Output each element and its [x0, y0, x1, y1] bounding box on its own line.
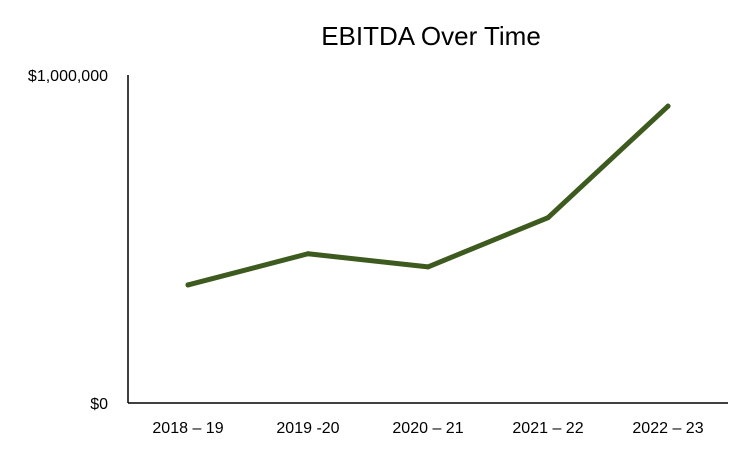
y-tick-label: $0	[90, 396, 108, 413]
series-group	[185, 103, 671, 288]
data-point	[305, 251, 311, 257]
y-tick-labels: $0 $1,000,000	[28, 68, 108, 413]
x-tick-label: 2022 – 23	[632, 420, 703, 437]
data-point	[665, 103, 671, 109]
chart-title: EBITDA Over Time	[321, 21, 541, 51]
x-tick-label: 2019 -20	[276, 420, 339, 437]
series-line	[185, 103, 671, 288]
data-point	[185, 282, 191, 288]
x-tick-label: 2020 – 21	[392, 420, 463, 437]
x-tick-labels: 2018 – 19 2019 -20 2020 – 21 2021 – 22 2022 …	[152, 420, 703, 437]
data-point	[545, 215, 551, 221]
x-tick-label: 2018 – 19	[152, 420, 223, 437]
x-tick-label: 2021 – 22	[512, 420, 583, 437]
data-point	[425, 264, 431, 270]
y-tick-label: $1,000,000	[28, 68, 108, 85]
